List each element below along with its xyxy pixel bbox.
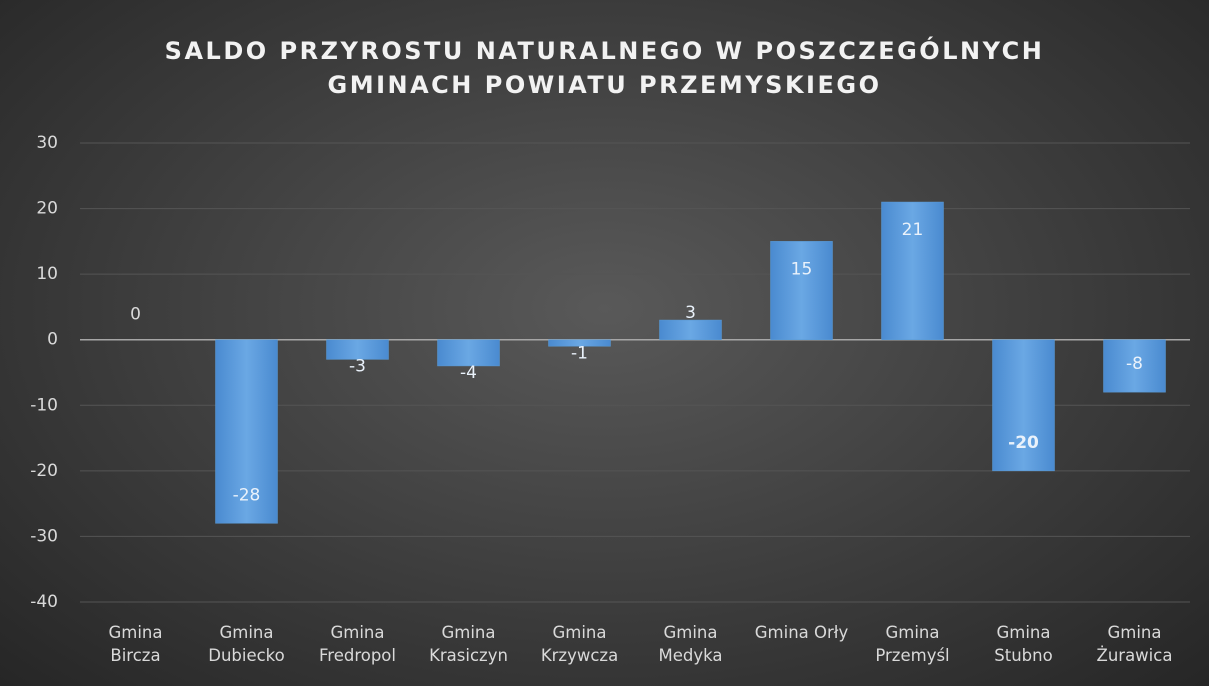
bar — [437, 339, 500, 367]
y-tick-label: 10 — [36, 264, 58, 284]
y-tick-label: -30 — [30, 526, 58, 546]
data-label: -4 — [460, 363, 477, 383]
y-tick-label: -40 — [30, 592, 58, 612]
y-tick-label: 30 — [36, 133, 58, 153]
x-tick-label: Gmina Stubno — [994, 623, 1053, 665]
bar — [548, 339, 611, 347]
x-tick-label: Gmina Fredropol — [318, 623, 396, 665]
data-label: 3 — [685, 303, 696, 323]
x-tick-label: Gmina Przemyśl — [875, 623, 950, 665]
bar — [992, 339, 1055, 472]
x-tick-label: Gmina Żurawica — [1096, 623, 1173, 665]
bar — [326, 339, 389, 360]
data-label: -20 — [1008, 433, 1039, 453]
bar — [215, 339, 278, 524]
y-tick-label: -10 — [30, 395, 58, 415]
data-label: 21 — [902, 220, 924, 240]
x-tick-label: Gmina Krasiczyn — [429, 623, 508, 665]
chart-title: SALDO PRZYROSTU NATURALNEGO W POSZCZEGÓL… — [164, 37, 1045, 99]
bar — [770, 241, 833, 340]
data-label: -3 — [349, 356, 366, 376]
data-label: 15 — [791, 259, 813, 279]
data-label: -28 — [233, 485, 261, 505]
data-label: 0 — [130, 305, 141, 325]
data-label: -1 — [571, 343, 588, 363]
y-tick-label: 20 — [36, 199, 58, 219]
bar — [659, 319, 722, 340]
bar — [1103, 339, 1166, 393]
x-tick-label: Gmina Krzywcza — [540, 623, 619, 665]
data-label: -8 — [1126, 354, 1143, 374]
y-tick-label: -20 — [30, 461, 58, 481]
x-tick-label: Gmina Medyka — [658, 623, 723, 665]
y-tick-label: 0 — [47, 330, 58, 350]
x-tick-label: Gmina Dubiecko — [208, 623, 285, 665]
bar — [881, 201, 944, 340]
x-tick-label: Gmina Bircza — [108, 623, 163, 665]
x-tick-label: Gmina Orły — [754, 623, 849, 642]
